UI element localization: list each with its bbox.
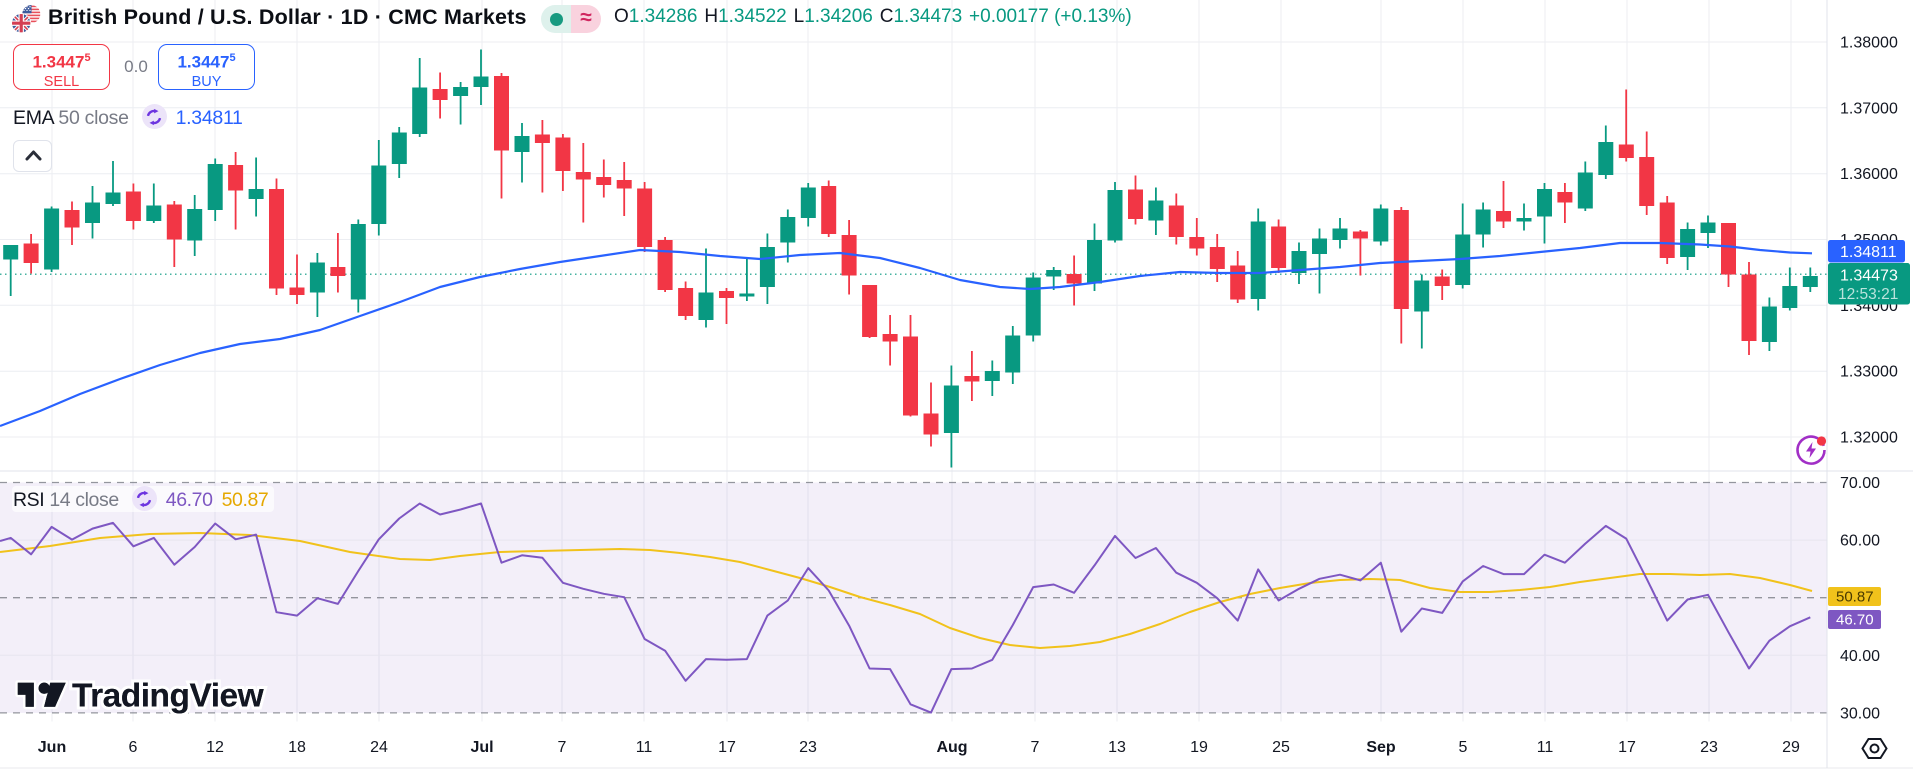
svg-text:29: 29: [1782, 739, 1800, 756]
svg-text:18: 18: [288, 739, 306, 756]
svg-text:Jul: Jul: [470, 739, 493, 756]
svg-text:5: 5: [1459, 739, 1468, 756]
svg-text:1.33000: 1.33000: [1840, 364, 1898, 381]
svg-text:6: 6: [129, 739, 138, 756]
svg-text:23: 23: [799, 739, 817, 756]
svg-text:11: 11: [636, 739, 653, 756]
svg-text:TradingView: TradingView: [72, 678, 265, 715]
svg-text:40.00: 40.00: [1840, 648, 1880, 665]
svg-text:1.34473: 1.34473: [1840, 268, 1898, 285]
svg-text:1.32000: 1.32000: [1840, 430, 1898, 447]
svg-text:1.36000: 1.36000: [1840, 166, 1898, 183]
svg-text:Aug: Aug: [936, 739, 967, 756]
svg-text:12: 12: [206, 739, 224, 756]
svg-text:1.34811: 1.34811: [1840, 244, 1897, 261]
svg-text:TradingView: TradingView: [72, 678, 265, 715]
svg-text:7: 7: [558, 739, 567, 756]
svg-text:19: 19: [1190, 739, 1208, 756]
svg-text:1.37000: 1.37000: [1840, 100, 1898, 117]
svg-text:11: 11: [1537, 739, 1554, 756]
svg-text:13: 13: [1108, 739, 1126, 756]
svg-text:25: 25: [1272, 739, 1290, 756]
svg-text:70.00: 70.00: [1840, 475, 1880, 492]
svg-text:1.38000: 1.38000: [1840, 35, 1898, 52]
svg-text:23: 23: [1700, 739, 1718, 756]
svg-text:30.00: 30.00: [1840, 705, 1880, 722]
svg-text:Sep: Sep: [1366, 739, 1396, 756]
svg-text:7: 7: [1031, 739, 1040, 756]
svg-text:12:53:21: 12:53:21: [1838, 286, 1898, 303]
svg-text:60.00: 60.00: [1840, 533, 1880, 550]
svg-text:Jun: Jun: [38, 739, 66, 756]
svg-text:17: 17: [718, 739, 736, 756]
svg-text:24: 24: [370, 739, 388, 756]
svg-text:50.87: 50.87: [1836, 589, 1874, 606]
svg-text:46.70: 46.70: [1836, 612, 1874, 629]
svg-text:17: 17: [1618, 739, 1636, 756]
